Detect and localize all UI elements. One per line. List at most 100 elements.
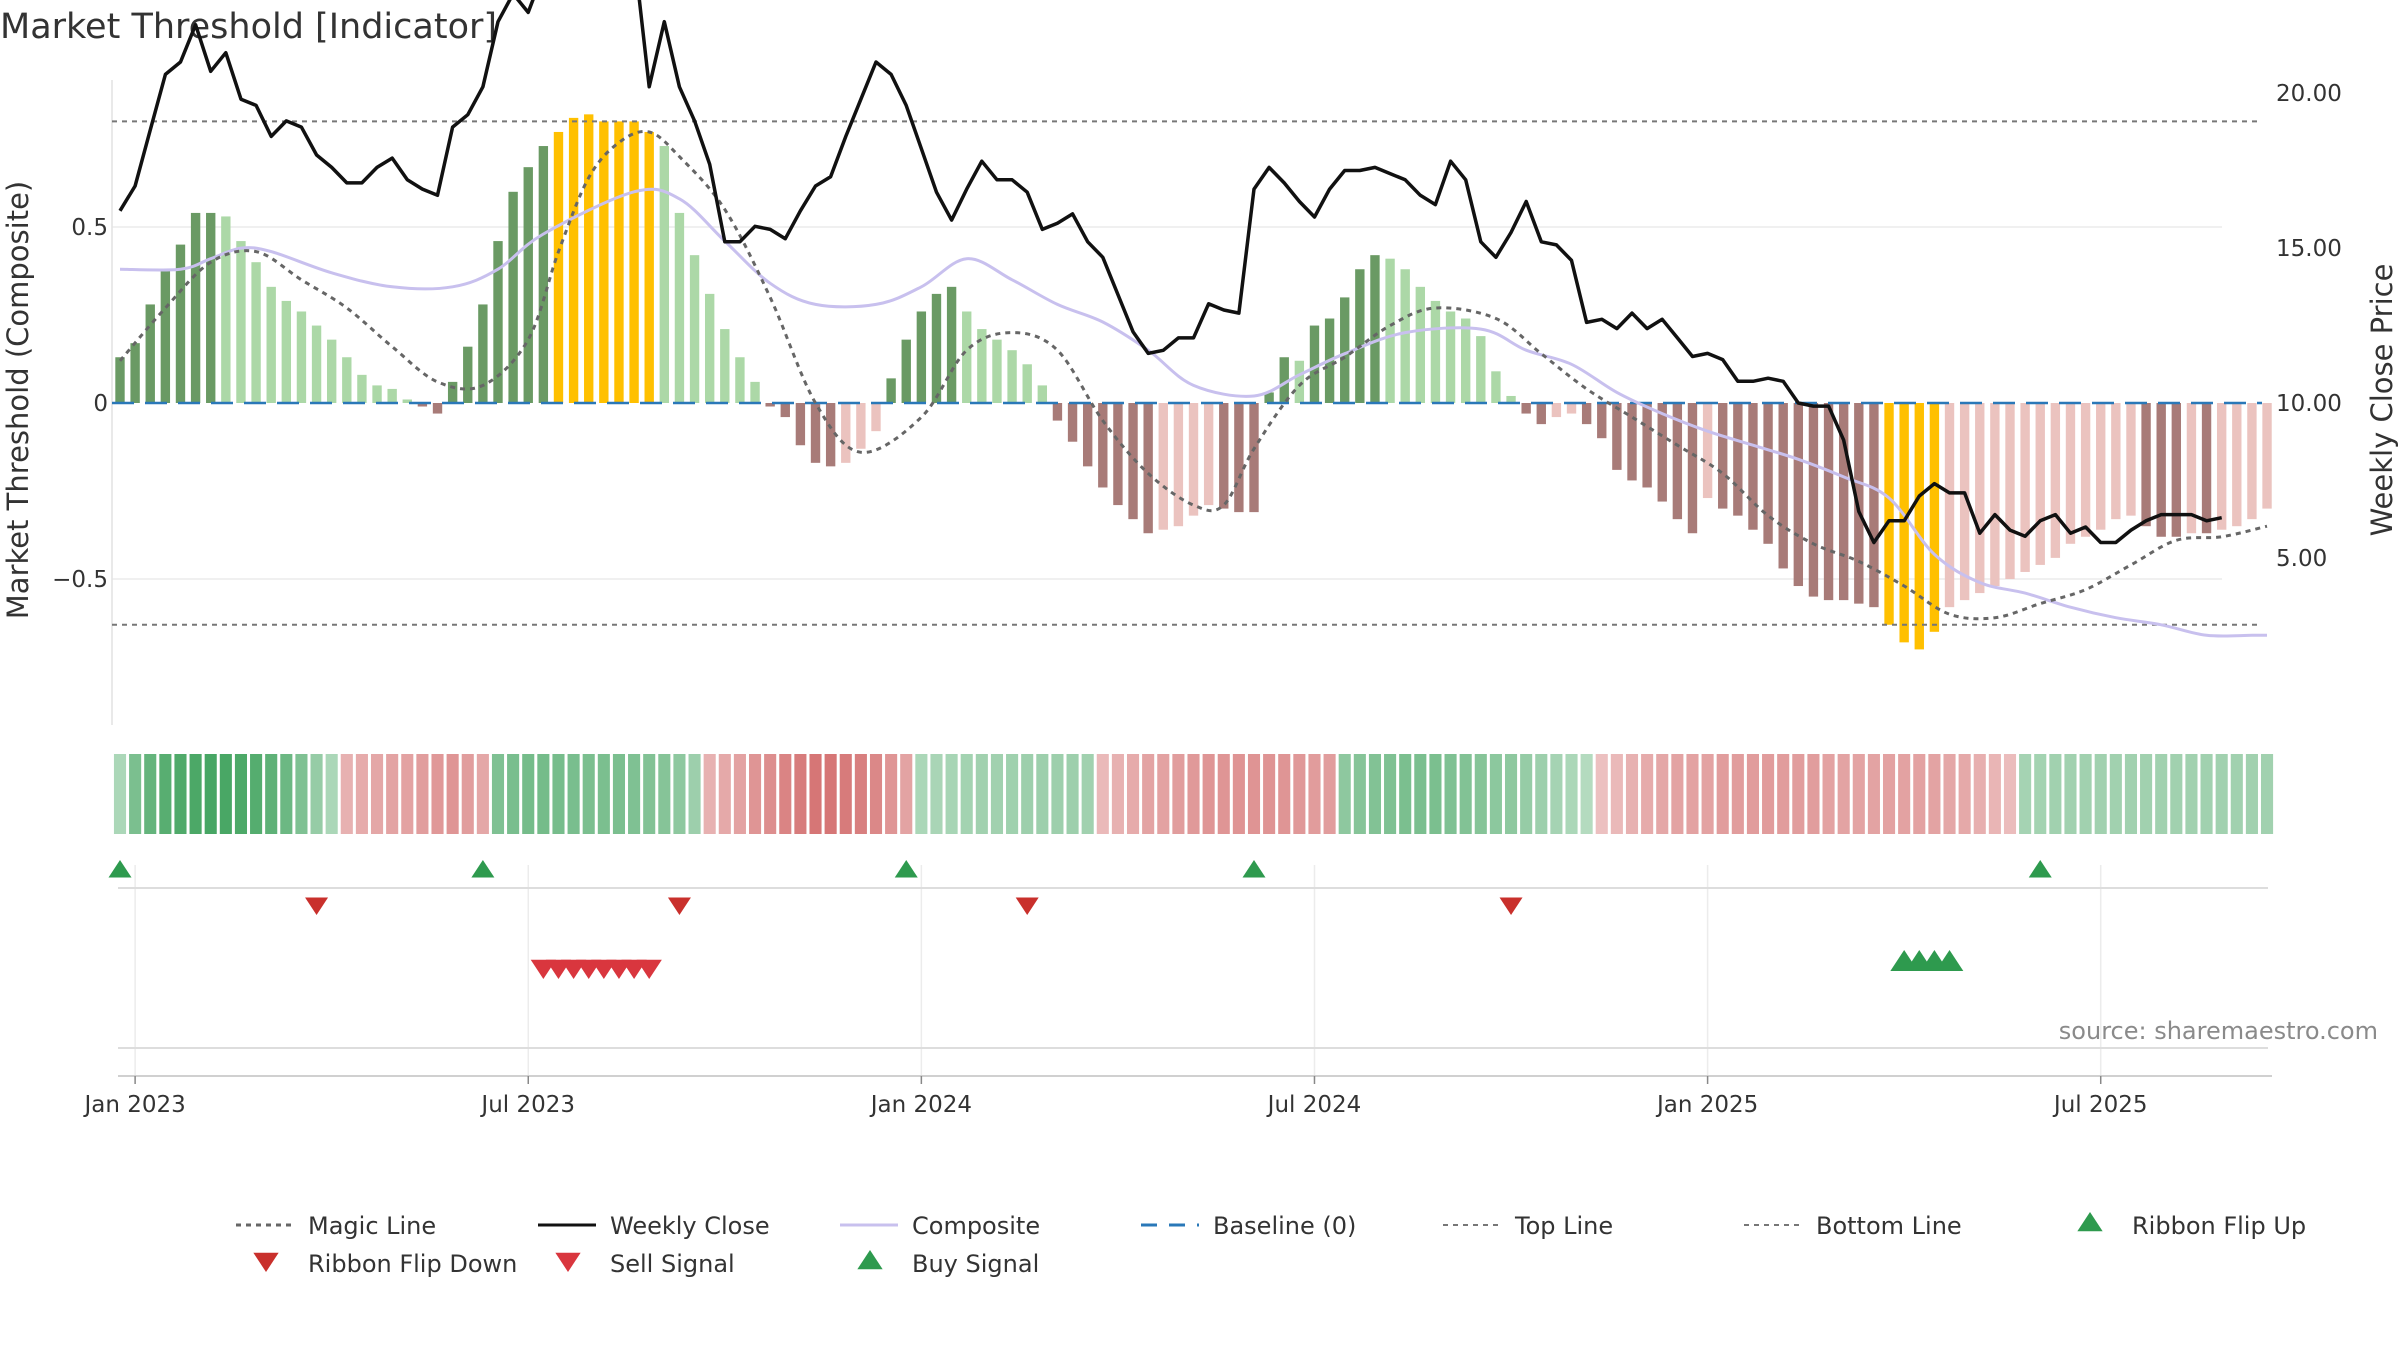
composite-bar <box>342 357 352 403</box>
ribbon-flip-up-marker <box>471 860 495 878</box>
composite-bar <box>1430 300 1441 403</box>
legend-label: Ribbon Flip Down <box>308 1250 517 1278</box>
composite-bar <box>2111 403 2121 520</box>
composite-bar <box>2065 403 2076 544</box>
ribbon-cell <box>1550 754 1563 834</box>
weekly-close-line <box>118 0 2223 545</box>
ribbon-cell <box>1943 754 1956 834</box>
ribbon-cell <box>1323 754 1336 834</box>
composite-bar <box>1037 385 1048 403</box>
composite-bar <box>175 244 186 403</box>
legend-label: Sell Signal <box>610 1250 735 1278</box>
ribbon-cell <box>1142 754 1155 834</box>
ribbon-cell <box>1006 754 1019 834</box>
ribbon-cell <box>1792 754 1805 834</box>
composite-bar <box>1597 403 1607 439</box>
y2-axis-label: Weekly Close Price <box>2365 264 2399 537</box>
composite-bar <box>1884 403 1894 625</box>
composite-bar <box>2216 403 2227 530</box>
line-series <box>112 0 2268 638</box>
ribbon-cell <box>612 754 626 834</box>
composite-bar <box>1234 403 1244 513</box>
grid-layer <box>111 80 2272 1080</box>
composite-bar <box>417 403 428 407</box>
ribbon-cell <box>476 754 489 834</box>
composite-bar <box>1944 403 1955 608</box>
ribbon-cell <box>1958 754 1971 834</box>
ribbon-cell <box>1414 754 1427 834</box>
composite-bar <box>1642 403 1652 488</box>
ribbon-cell <box>370 754 384 834</box>
composite-bar <box>810 403 821 463</box>
ribbon-cell <box>1444 754 1457 834</box>
y2-tick-label: 20.00 <box>2276 81 2342 107</box>
composite-bar <box>765 403 775 407</box>
composite-bar <box>372 385 382 403</box>
composite-bar <box>1460 318 1471 403</box>
composite-bar <box>236 241 246 403</box>
ribbon-cell <box>960 754 973 834</box>
ribbon-cell <box>2094 754 2107 834</box>
ribbon-flip-up-marker <box>2028 860 2052 878</box>
composite-bar <box>689 255 700 403</box>
composite-bar <box>1506 395 1516 403</box>
ribbon-cell <box>2064 754 2077 834</box>
ribbon-cell <box>1671 754 1684 834</box>
ribbon-cell <box>1973 754 1986 834</box>
ribbon-flip-up-marker <box>894 860 918 878</box>
ribbon-cell <box>1746 754 1760 834</box>
ribbon-cell <box>1293 754 1306 834</box>
composite-bar <box>2186 403 2197 534</box>
ribbon-cell <box>869 754 883 834</box>
ribbon-cell <box>990 754 1004 834</box>
ribbon-cell <box>2155 754 2168 834</box>
buy-signal-marker <box>1935 950 1964 971</box>
composite-bar <box>1294 360 1305 403</box>
ribbon-cell <box>2260 754 2274 834</box>
composite-bar <box>1355 269 1365 403</box>
composite-bar <box>357 374 367 403</box>
composite-bar <box>1733 403 1743 516</box>
ribbon-flip-down-marker <box>305 897 329 915</box>
composite-bar <box>1188 403 1199 516</box>
ribbon-cell <box>658 754 671 834</box>
ribbon-cell <box>1656 754 1669 834</box>
ribbon-cell <box>2170 754 2183 834</box>
ribbon-cell <box>1172 754 1185 834</box>
y2-tick-label: 10.00 <box>2276 391 2342 417</box>
ribbon-cell <box>794 754 807 834</box>
y2-tick-label: 5.00 <box>2276 546 2327 572</box>
ribbon-cell <box>1474 754 1487 834</box>
ribbon-cell <box>446 754 459 834</box>
composite-bar <box>1536 403 1546 425</box>
composite-bar <box>145 304 155 403</box>
composite-bar <box>1823 403 1834 601</box>
legend-swatch <box>2077 1212 2103 1232</box>
ribbon-cell <box>1520 754 1533 834</box>
ribbon-cell <box>174 754 187 834</box>
composite-bar <box>538 146 549 404</box>
ribbon-cell <box>144 754 157 834</box>
ribbon-cell <box>310 754 323 834</box>
legend-label: Baseline (0) <box>1213 1212 1356 1240</box>
composite-bar <box>584 114 594 404</box>
ribbon-cell <box>1867 754 1880 834</box>
ribbon-cell <box>839 754 852 834</box>
ribbon-cell <box>2200 754 2213 834</box>
magic-line <box>118 129 2268 621</box>
composite-bar <box>1445 311 1456 403</box>
ribbon-cell <box>1353 754 1366 834</box>
composite-bar <box>1959 403 1970 601</box>
composite-bar <box>599 121 609 404</box>
ribbon-cell <box>673 754 686 834</box>
composite-line <box>119 187 2267 638</box>
ribbon-cell <box>552 754 565 834</box>
ribbon-cell <box>1641 754 1654 834</box>
composite-bar <box>916 311 927 403</box>
composite-bar <box>1219 403 1229 509</box>
composite-bar <box>1581 403 1592 425</box>
signal-markers <box>108 860 2052 979</box>
composite-bar <box>326 339 337 403</box>
composite-bar <box>206 212 216 403</box>
composite-bar <box>1370 255 1380 403</box>
